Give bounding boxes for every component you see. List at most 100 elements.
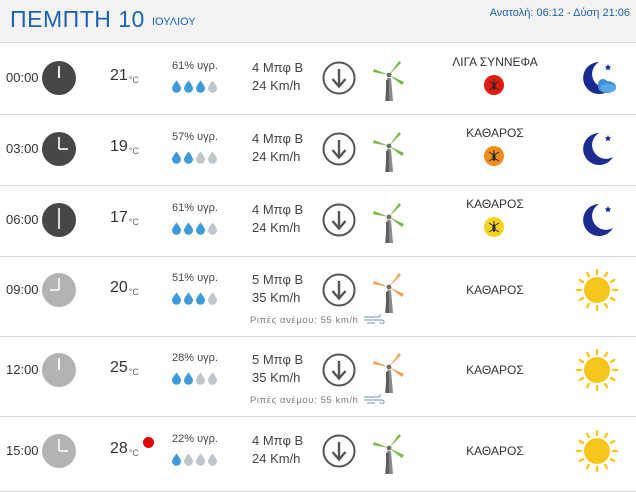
temperature-unit: °C bbox=[128, 367, 139, 377]
wind-gust-label: Ριπές ανέμου: 55 km/h bbox=[250, 395, 359, 407]
wind-turbine-icon bbox=[371, 350, 407, 394]
row-temperature: 25°C bbox=[110, 359, 139, 377]
drop-filled-icon bbox=[183, 80, 194, 98]
row-temperature: 21°C bbox=[110, 67, 139, 85]
drop-filled-icon bbox=[171, 292, 182, 310]
drop-empty-icon bbox=[207, 453, 218, 471]
wind-gust-icon bbox=[363, 311, 385, 327]
wind-info: 4 Μπφ Β 24 Km/h bbox=[252, 59, 303, 95]
clock-icon bbox=[42, 203, 76, 237]
row-temperature: 17°C bbox=[110, 209, 139, 227]
wind-speed: 24 Km/h bbox=[252, 149, 301, 164]
condition-text: ΚΑΘΑΡΟΣ bbox=[466, 363, 524, 377]
day-title: ΠΕΜΠΤΗ 10 bbox=[10, 6, 145, 32]
drop-empty-icon bbox=[195, 372, 206, 390]
clock-icon bbox=[42, 132, 76, 166]
wind-speed: 24 Km/h bbox=[252, 220, 301, 235]
forecast-row: 03:00 19°C 57% υγρ. 4 Μπφ Β 24 Km/h ΚΑΘΑΡΟΣ bbox=[0, 114, 636, 186]
forecast-row: 06:00 17°C 61% υγρ. 4 Μπφ Β 24 Km/h ΚΑΘΑΡΟΣ bbox=[0, 185, 636, 257]
wind-gust-icon bbox=[363, 391, 385, 407]
wind-beaufort: 4 Μπφ Β bbox=[252, 131, 304, 146]
clock-icon bbox=[42, 353, 76, 387]
drop-filled-icon bbox=[171, 372, 182, 390]
drop-filled-icon bbox=[183, 151, 194, 169]
drop-filled-icon bbox=[183, 292, 194, 310]
humidity-drops bbox=[171, 80, 219, 98]
forecast-row: 09:00 20°C 51% υγρ. 5 Μπφ Β 35 Km/h Ριπές α… bbox=[0, 256, 636, 337]
wind-turbine-icon bbox=[371, 270, 407, 314]
row-time: 03:00 bbox=[6, 141, 39, 156]
condition-text: ΚΑΘΑΡΟΣ bbox=[466, 126, 524, 140]
humidity-text: 28% υγρ. bbox=[172, 352, 218, 364]
wind-gust-label: Ριπές ανέμου: 55 km/h bbox=[250, 315, 359, 327]
temperature-unit: °C bbox=[128, 287, 139, 297]
humidity-drops bbox=[171, 372, 219, 390]
wind-direction-icon bbox=[322, 434, 356, 468]
row-time: 00:00 bbox=[6, 70, 39, 85]
row-temperature: 19°C bbox=[110, 138, 139, 156]
forecast-row: 00:00 21°C 61% υγρ. 4 Μπφ Β 24 Km/h ΛΙΓΑ ΣΥ… bbox=[0, 43, 636, 115]
drop-filled-icon bbox=[171, 151, 182, 169]
drop-filled-icon bbox=[171, 222, 182, 240]
wind-speed: 24 Km/h bbox=[252, 451, 301, 466]
humidity-text: 57% υγρ. bbox=[172, 131, 218, 143]
drop-empty-icon bbox=[207, 80, 218, 98]
temperature-value: 21 bbox=[110, 67, 128, 84]
wind-direction-icon bbox=[322, 132, 356, 166]
temperature-unit: °C bbox=[128, 448, 139, 458]
humidity-drops bbox=[171, 453, 219, 471]
moon-icon bbox=[575, 127, 619, 171]
drop-empty-icon bbox=[207, 292, 218, 310]
wind-turbine-icon bbox=[371, 58, 407, 102]
clock-icon bbox=[42, 434, 76, 468]
row-time: 12:00 bbox=[6, 362, 39, 377]
temperature-value: 19 bbox=[110, 138, 128, 155]
temperature-value: 28 bbox=[110, 440, 128, 457]
wind-speed: 35 Km/h bbox=[252, 290, 301, 305]
drop-filled-icon bbox=[171, 453, 182, 471]
drop-filled-icon bbox=[171, 80, 182, 98]
wind-info: 5 Μπφ Β 35 Km/h bbox=[252, 351, 303, 387]
sun-icon bbox=[575, 268, 619, 312]
temperature-unit: °C bbox=[128, 146, 139, 156]
condition-text: ΚΑΘΑΡΟΣ bbox=[466, 283, 524, 297]
moon-cloud-icon bbox=[575, 56, 619, 100]
clock-icon bbox=[42, 61, 76, 95]
row-time: 15:00 bbox=[6, 443, 39, 458]
condition-text: ΚΑΘΑΡΟΣ bbox=[466, 197, 524, 211]
wind-direction-icon bbox=[322, 273, 356, 307]
row-temperature: 20°C bbox=[110, 279, 139, 297]
forecast-row: 15:00 28°C 22% υγρ. 4 Μπφ Β 24 Km/h ΚΑΘΑΡΟΣ bbox=[0, 416, 636, 492]
humidity-drops bbox=[171, 292, 219, 310]
temperature-value: 25 bbox=[110, 359, 128, 376]
row-time: 09:00 bbox=[6, 282, 39, 297]
day-header: ΠΕΜΠΤΗ 10 ΙΟΥΛΙΟΥ Ανατολή: 06:12 - Δύση … bbox=[0, 0, 636, 43]
drop-filled-icon bbox=[195, 222, 206, 240]
moon-star-icon bbox=[575, 198, 619, 242]
wind-info: 4 Μπφ Β 24 Km/h bbox=[252, 201, 303, 237]
sun-icon bbox=[575, 429, 619, 473]
wind-beaufort: 5 Μπφ Β bbox=[252, 272, 304, 287]
humidity-text: 61% υγρ. bbox=[172, 60, 218, 72]
clock-icon bbox=[42, 273, 76, 307]
mosquito-icon bbox=[484, 75, 504, 95]
humidity-text: 61% υγρ. bbox=[172, 202, 218, 214]
mosquito-icon bbox=[484, 146, 504, 166]
condition-text: ΚΑΘΑΡΟΣ bbox=[466, 444, 524, 458]
wind-gust-text: Ριπές ανέμου: 55 km/h bbox=[250, 391, 385, 407]
wind-turbine-icon bbox=[371, 129, 407, 173]
drop-empty-icon bbox=[195, 453, 206, 471]
humidity-drops bbox=[171, 222, 219, 240]
wind-info: 4 Μπφ Β 24 Km/h bbox=[252, 130, 303, 166]
month-label: ΙΟΥΛΙΟΥ bbox=[152, 16, 196, 28]
drop-empty-icon bbox=[207, 372, 218, 390]
drop-filled-icon bbox=[195, 292, 206, 310]
sunrise-sunset: Ανατολή: 06:12 - Δύση 21:06 bbox=[489, 7, 630, 19]
drop-empty-icon bbox=[207, 222, 218, 240]
wind-beaufort: 4 Μπφ Β bbox=[252, 433, 304, 448]
humidity-text: 51% υγρ. bbox=[172, 272, 218, 284]
wind-direction-icon bbox=[322, 353, 356, 387]
wind-info: 4 Μπφ Β 24 Km/h bbox=[252, 432, 303, 468]
wind-beaufort: 4 Μπφ Β bbox=[252, 202, 304, 217]
